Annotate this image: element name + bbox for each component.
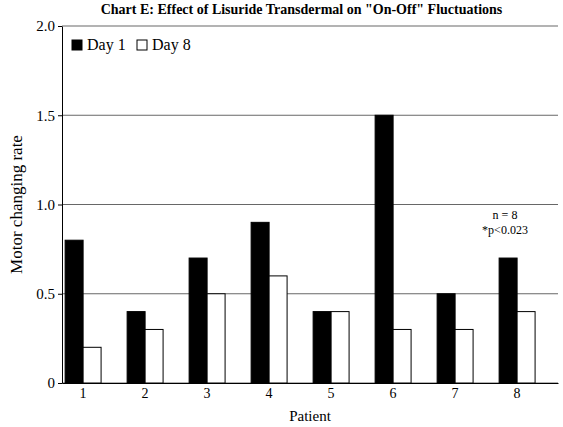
tick-label: 3: [204, 386, 211, 401]
tick-mark: [58, 383, 62, 384]
tick-label: 1.5: [36, 108, 55, 124]
bar: [269, 276, 287, 383]
tick: 6: [390, 383, 397, 401]
tick-label: 2: [142, 386, 149, 401]
tick: 0.5: [36, 286, 62, 302]
annotation: n = 8: [493, 208, 518, 222]
x-axis-title: Patient: [289, 408, 331, 424]
bar: [189, 258, 207, 383]
legend-label: Day 1: [87, 36, 126, 54]
bar: [313, 312, 331, 383]
tick-mark: [58, 115, 62, 116]
bar: [127, 312, 145, 383]
legend-label: Day 8: [152, 36, 191, 54]
legend-swatch: [72, 40, 82, 50]
x-axis: 1 2 3 4 5 6 7 8: [63, 383, 559, 401]
grid-line: [62, 293, 558, 294]
tick-label: 1: [80, 386, 87, 401]
tick: 1.5: [36, 108, 62, 124]
chart: 0 0.5 1.0 1.5 2.0 1 2 3 4 5 6 7 8 Chart E: Effect of …: [0, 0, 563, 427]
tick-label: 4: [266, 386, 273, 401]
bar: [145, 329, 163, 383]
tick-label: 8: [514, 386, 521, 401]
y-axis-title: Motor changing rate: [7, 135, 26, 274]
tick-label: 6: [390, 386, 397, 401]
tick-label: 7: [452, 386, 459, 401]
grid: [62, 26, 558, 383]
tick-label: 2.0: [36, 18, 55, 34]
bar: [499, 258, 517, 383]
axis-line: [62, 27, 63, 384]
bar: [517, 312, 535, 383]
legend: Day 1 Day 8: [72, 36, 191, 54]
tick: 8: [514, 383, 521, 401]
tick: 2.0: [36, 18, 62, 34]
tick: 1.0: [36, 197, 62, 213]
bar: [331, 312, 349, 383]
tick: 7: [452, 383, 459, 401]
tick-label: 5: [328, 386, 335, 401]
tick: 4: [266, 383, 273, 401]
title: Chart E: Effect of Lisuride Transdermal …: [101, 2, 503, 17]
bar: [455, 329, 473, 383]
tick: 1: [80, 383, 87, 401]
grid-line: [62, 204, 558, 205]
tick: 3: [204, 383, 211, 401]
tick-label: 0: [48, 375, 56, 391]
bar: [65, 240, 83, 383]
bar: [393, 329, 411, 383]
tick-mark: [58, 26, 62, 27]
grid-line: [62, 115, 558, 116]
tick-mark: [58, 294, 62, 295]
tick-label: 0.5: [36, 286, 55, 302]
tick: 2: [142, 383, 149, 401]
tick-label: 1.0: [36, 197, 55, 213]
tick-mark: [58, 205, 62, 206]
legend-swatch: [137, 40, 147, 50]
bar: [207, 294, 225, 383]
y-axis: 0 0.5 1.0 1.5 2.0: [36, 18, 62, 391]
tick: 0: [48, 375, 63, 391]
grid-line: [62, 26, 558, 27]
annotation: *p<0.023: [482, 223, 528, 237]
bar: [437, 294, 455, 383]
bar: [251, 222, 269, 383]
bar: [375, 115, 393, 383]
bar: [83, 347, 101, 383]
bars: [65, 115, 535, 383]
axis-line: [63, 383, 559, 384]
tick: 5: [328, 383, 335, 401]
